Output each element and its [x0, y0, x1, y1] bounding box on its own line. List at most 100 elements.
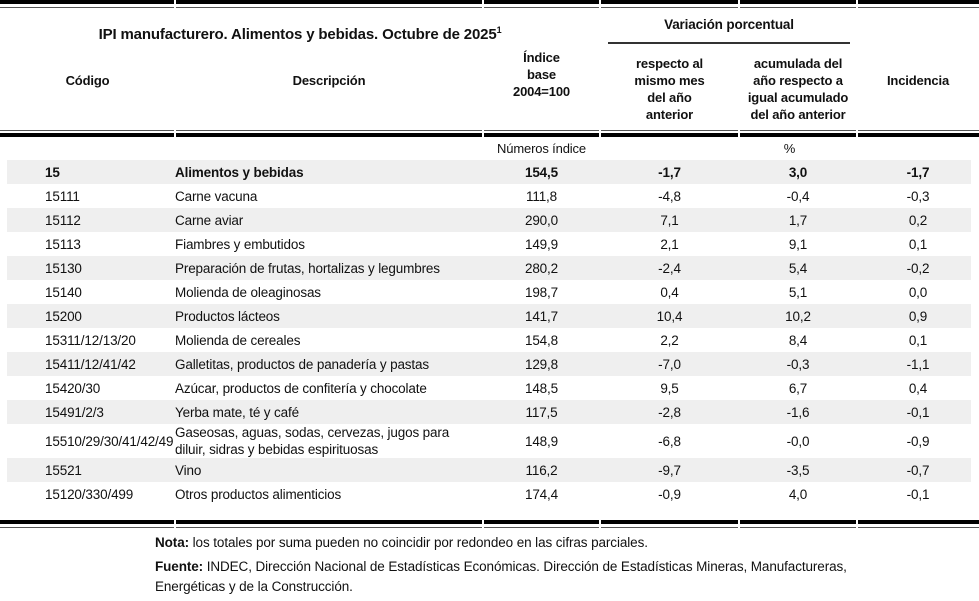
cell-incidence: -0,3 — [906, 188, 930, 204]
cell-index-value: 141,7 — [524, 308, 559, 324]
cell-code: 15130 — [45, 260, 82, 276]
table-title: IPI manufacturero. Alimentos y bebidas. … — [0, 19, 600, 46]
cell-variation-month: -7,0 — [658, 356, 681, 372]
cell-incidence: 0,2 — [908, 212, 928, 228]
cell-code: 15420/30 — [45, 380, 101, 396]
cell-index-value: 154,5 — [524, 164, 559, 180]
cell-variation-month: -0,9 — [658, 486, 681, 502]
cell-incidence: -1,1 — [906, 356, 930, 372]
cell-incidence: -0,1 — [906, 404, 930, 420]
cell-variation-accumulated: 9,1 — [788, 236, 808, 252]
cell-incidence: -0,2 — [906, 260, 930, 276]
cell-variation-month: -4,8 — [658, 188, 681, 204]
cell-index-value: 111,8 — [525, 188, 558, 204]
cell-incidence: -0,7 — [906, 462, 930, 478]
cell-variation-month: -6,8 — [658, 433, 681, 449]
cell-variation-accumulated: 1,7 — [788, 212, 808, 228]
fuente-label: Fuente: — [155, 559, 204, 574]
fuente-text: INDEC, Dirección Nacional de Estadística… — [155, 559, 847, 594]
cell-incidence: 0,1 — [908, 332, 928, 348]
cell-description: Gaseosas, aguas, sodas, cervezas, jugos … — [175, 425, 450, 457]
cell-index-value: 116,2 — [525, 462, 558, 478]
table-row: 15491/2/3 Yerba mate, té y café 117,5 -2… — [0, 400, 979, 424]
unit-label-numeros-indice: Números índice — [497, 141, 586, 156]
cell-index-value: 148,5 — [524, 380, 559, 396]
cell-code: 15 — [45, 164, 60, 180]
title-footnote-marker: 1 — [496, 25, 502, 35]
table-top-rule — [0, 0, 979, 8]
cell-code: 15140 — [45, 284, 82, 300]
cell-description: Alimentos y bebidas — [175, 164, 304, 180]
footnotes: Nota: los totales por suma pueden no coi… — [155, 533, 917, 601]
nota-text: los totales por suma pueden no coincidir… — [189, 535, 648, 550]
table-row: 15200 Productos lácteos 141,7 10,4 10,2 … — [0, 304, 979, 328]
unit-label-percent: % — [783, 141, 796, 156]
cell-variation-accumulated: -0,3 — [786, 356, 810, 372]
cell-code: 15311/12/13/20 — [45, 332, 136, 348]
cell-description: Galletitas, productos de panadería y pas… — [175, 356, 429, 372]
column-header-indice-base: Índice base 2004=100 — [512, 50, 570, 99]
cell-description: Otros productos alimenticios — [175, 486, 342, 502]
column-header-variacion-acumulada: acumulada del año respecto a igual acumu… — [747, 56, 849, 122]
fuente-line: Fuente: INDEC, Dirección Nacional de Est… — [155, 557, 917, 597]
cell-index-value: 148,9 — [524, 433, 559, 449]
cell-variation-accumulated: 5,4 — [788, 260, 808, 276]
cell-variation-accumulated: 4,0 — [788, 486, 808, 502]
cell-variation-month: 9,5 — [660, 380, 679, 396]
cell-variation-accumulated: 3,0 — [788, 164, 808, 180]
cell-variation-accumulated: 8,4 — [788, 332, 808, 348]
cell-description: Carne aviar — [175, 212, 244, 228]
table-row: 15111 Carne vacuna 111,8 -4,8 -0,4 -0,3 — [0, 184, 979, 208]
cell-variation-month: 2,2 — [660, 332, 679, 348]
cell-variation-accumulated: 6,7 — [788, 380, 808, 396]
cell-variation-month: 2,1 — [660, 236, 679, 252]
cell-code: 15112 — [45, 212, 81, 228]
units-row: Números índice % — [0, 138, 979, 160]
table-row: 15420/30 Azúcar, productos de confitería… — [0, 376, 979, 400]
cell-code: 15521 — [45, 462, 82, 478]
cell-description: Vino — [175, 462, 202, 478]
table-row: 15411/12/41/42 Galletitas, productos de … — [0, 352, 979, 376]
cell-description: Molienda de cereales — [175, 332, 301, 348]
table-row: 15311/12/13/20 Molienda de cereales 154,… — [0, 328, 979, 352]
cell-variation-accumulated: -0,4 — [786, 188, 810, 204]
column-header-descripcion: Descripción — [292, 73, 366, 88]
cell-variation-month: 10,4 — [656, 308, 683, 324]
cell-code: 15491/2/3 — [45, 404, 104, 420]
cell-incidence: -0,9 — [906, 433, 930, 449]
table-row: 15 Alimentos y bebidas 154,5 -1,7 3,0 -1… — [0, 160, 979, 184]
cell-code: 15111 — [45, 188, 80, 204]
cell-code: 15113 — [45, 236, 81, 252]
cell-variation-month: 0,4 — [660, 284, 679, 300]
table-row: 15112 Carne aviar 290,0 7,1 1,7 0,2 — [0, 208, 979, 232]
cell-description: Yerba mate, té y café — [175, 404, 299, 420]
cell-index-value: 290,0 — [524, 212, 559, 228]
cell-incidence: -0,1 — [906, 486, 930, 502]
table-row: 15521 Vino 116,2 -9,7 -3,5 -0,7 — [0, 458, 979, 482]
cell-description: Molienda de oleaginosas — [175, 284, 321, 300]
cell-description: Fiambres y embutidos — [175, 236, 305, 252]
table-body: 15 Alimentos y bebidas 154,5 -1,7 3,0 -1… — [0, 160, 979, 506]
cell-variation-month: -9,7 — [658, 462, 681, 478]
table-row: 15130 Preparación de frutas, hortalizas … — [0, 256, 979, 280]
table-bottom-rule — [0, 520, 979, 528]
table-header: IPI manufacturero. Alimentos y bebidas. … — [0, 8, 979, 130]
group-header-variacion-porcentual: Variación porcentual — [608, 15, 850, 44]
cell-variation-month: -1,7 — [658, 164, 681, 180]
cell-variation-accumulated: -3,5 — [786, 462, 810, 478]
cell-index-value: 117,5 — [525, 404, 558, 420]
table-row: 15140 Molienda de oleaginosas 198,7 0,4 … — [0, 280, 979, 304]
cell-variation-month: -2,8 — [658, 404, 681, 420]
nota-line: Nota: los totales por suma pueden no coi… — [155, 533, 917, 553]
table-row: 15113 Fiambres y embutidos 149,9 2,1 9,1… — [0, 232, 979, 256]
cell-variation-month: 7,1 — [660, 212, 679, 228]
cell-incidence: 0,4 — [908, 380, 928, 396]
cell-code: 15411/12/41/42 — [45, 356, 136, 372]
cell-index-value: 129,8 — [524, 356, 559, 372]
cell-index-value: 280,2 — [524, 260, 559, 276]
cell-description: Carne vacuna — [175, 188, 258, 204]
cell-code: 15200 — [45, 308, 82, 324]
nota-label: Nota: — [155, 535, 189, 550]
cell-variation-accumulated: -1,6 — [786, 404, 810, 420]
